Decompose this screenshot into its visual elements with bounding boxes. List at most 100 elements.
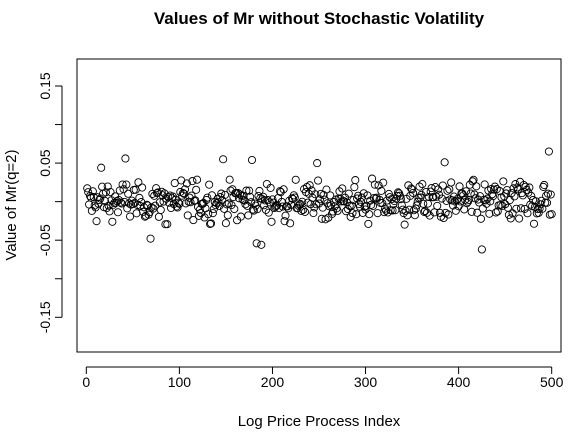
data-point xyxy=(377,186,386,195)
data-point xyxy=(417,190,426,199)
y-tick-label: 0.15 xyxy=(37,72,53,99)
data-point xyxy=(88,187,97,196)
data-point xyxy=(280,217,289,226)
data-point xyxy=(429,193,438,202)
data-point xyxy=(305,181,314,190)
data-point xyxy=(222,200,231,209)
data-point xyxy=(203,193,212,202)
data-point xyxy=(86,193,96,202)
data-point xyxy=(167,194,176,203)
data-point xyxy=(395,191,405,200)
data-point xyxy=(92,217,101,226)
data-point xyxy=(384,189,393,199)
data-point xyxy=(191,196,200,205)
data-point xyxy=(281,211,290,220)
data-point xyxy=(220,204,229,213)
data-point xyxy=(379,178,388,187)
data-point xyxy=(523,209,532,218)
data-point xyxy=(485,209,494,218)
x-tick-label: 200 xyxy=(261,374,285,390)
data-point xyxy=(427,183,436,193)
data-point xyxy=(183,211,192,220)
data-point xyxy=(472,182,481,191)
y-tick-label: -0.05 xyxy=(37,224,53,256)
data-point xyxy=(447,178,456,187)
data-point xyxy=(351,176,360,185)
data-point xyxy=(297,206,306,215)
data-point xyxy=(318,203,327,212)
x-tick-label: 0 xyxy=(82,374,90,390)
data-point xyxy=(257,240,266,249)
data-point xyxy=(116,198,125,207)
data-point xyxy=(163,220,172,229)
data-point xyxy=(235,190,244,199)
data-point xyxy=(352,210,361,219)
data-point xyxy=(515,214,524,223)
data-point xyxy=(225,175,234,184)
data-point xyxy=(444,210,453,219)
data-point xyxy=(421,206,430,216)
data-point xyxy=(314,176,323,185)
data-point xyxy=(263,196,272,205)
data-point xyxy=(219,155,228,164)
data-point xyxy=(542,198,552,207)
data-point xyxy=(542,191,551,200)
data-point xyxy=(270,203,279,213)
data-point xyxy=(451,206,460,215)
data-point xyxy=(172,202,181,211)
data-point xyxy=(112,198,121,207)
data-point xyxy=(368,202,378,211)
data-point xyxy=(525,183,534,192)
data-point xyxy=(431,183,440,192)
data-point xyxy=(299,205,308,214)
data-point xyxy=(179,189,189,198)
data-point xyxy=(371,194,380,203)
data-point xyxy=(206,219,215,229)
data-point xyxy=(540,180,549,190)
data-point xyxy=(118,180,127,189)
plot-frame xyxy=(76,58,562,353)
data-point xyxy=(286,219,295,228)
data-point xyxy=(268,195,277,204)
data-point xyxy=(132,209,141,218)
data-point xyxy=(489,185,499,194)
data-point xyxy=(483,194,492,203)
data-point xyxy=(421,187,431,197)
data-point xyxy=(506,214,515,223)
data-point xyxy=(244,211,253,220)
data-point xyxy=(539,182,548,191)
data-point xyxy=(527,191,536,200)
data-point xyxy=(239,191,248,200)
data-point xyxy=(408,188,418,197)
data-point xyxy=(189,216,198,225)
data-point xyxy=(147,203,156,212)
y-tick-label: 0.05 xyxy=(37,149,53,176)
data-point xyxy=(90,201,99,210)
data-point xyxy=(317,214,326,223)
x-tick-label: 300 xyxy=(354,374,378,390)
data-point xyxy=(148,189,157,198)
data-points xyxy=(83,147,556,254)
data-point xyxy=(152,184,161,193)
x-tick-label: 400 xyxy=(447,374,471,390)
data-point xyxy=(192,185,201,194)
data-point xyxy=(490,182,499,191)
data-point xyxy=(466,189,475,198)
data-point xyxy=(433,201,442,210)
data-point xyxy=(208,209,217,218)
x-axis: 0 100 200 300 400 500 xyxy=(82,366,564,390)
data-point xyxy=(350,183,359,192)
data-point xyxy=(245,186,254,195)
data-point xyxy=(396,195,405,204)
data-point xyxy=(432,192,441,201)
data-point xyxy=(126,212,135,221)
data-point xyxy=(125,199,134,208)
data-point xyxy=(264,208,273,217)
data-point xyxy=(459,191,468,200)
data-point xyxy=(509,184,518,193)
data-point xyxy=(488,192,498,201)
data-point xyxy=(164,192,173,202)
data-point xyxy=(364,219,373,228)
data-point xyxy=(290,193,299,202)
data-point xyxy=(463,197,472,206)
